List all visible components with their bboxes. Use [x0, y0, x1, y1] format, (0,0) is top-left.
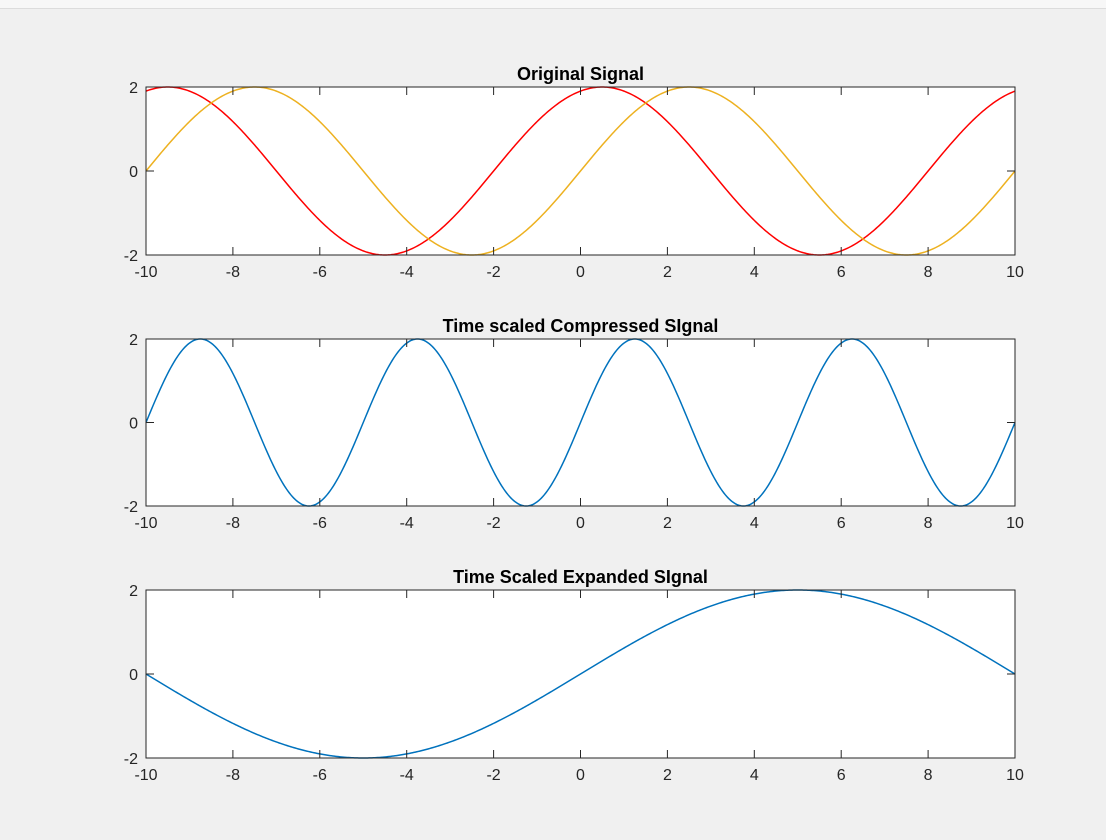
x-tick-label: 0	[576, 515, 585, 532]
y-tick-label: 2	[129, 583, 138, 600]
x-tick-label: -4	[400, 264, 414, 281]
y-tick-label: 0	[129, 667, 138, 684]
x-tick-label: 6	[837, 515, 846, 532]
x-tick-label: -8	[226, 264, 240, 281]
x-tick-label: -6	[313, 767, 327, 784]
x-tick-label: 2	[663, 515, 672, 532]
x-tick-label: -2	[486, 264, 500, 281]
subplot-title: Time scaled Compressed SIgnal	[443, 316, 719, 336]
y-tick-label: -2	[124, 751, 138, 768]
x-tick-label: 6	[837, 264, 846, 281]
x-tick-label: 0	[576, 767, 585, 784]
x-tick-label: -2	[486, 515, 500, 532]
x-tick-label: 8	[924, 767, 933, 784]
x-tick-label: -6	[313, 515, 327, 532]
x-tick-label: -8	[226, 767, 240, 784]
subplot-title: Original Signal	[517, 64, 644, 84]
series-line-yellow	[145, 86, 1016, 256]
x-tick-label: -4	[400, 515, 414, 532]
y-tick-label: 0	[129, 416, 138, 433]
window-top-border	[0, 0, 1106, 9]
subplot-title: Time Scaled Expanded SIgnal	[453, 567, 708, 587]
x-tick-label: -8	[226, 515, 240, 532]
x-tick-label: -2	[486, 767, 500, 784]
y-tick-label: 2	[129, 332, 138, 349]
x-tick-label: 0	[576, 264, 585, 281]
subplot-1: -10 -8 -6 -4 -2 0 2 4 6 8 10 -2 0 2 Original Signal	[124, 64, 1024, 281]
x-tick-label: -6	[313, 264, 327, 281]
x-tick-label: 8	[924, 264, 933, 281]
x-tick-label: 6	[837, 767, 846, 784]
series-line-blue	[145, 338, 1016, 507]
x-tick-label: -4	[400, 767, 414, 784]
x-tick-label: 4	[750, 264, 759, 281]
x-tick-label: 2	[663, 767, 672, 784]
y-tick-label: -2	[124, 248, 138, 265]
x-tick-label: 10	[1006, 515, 1024, 532]
x-tick-label: 10	[1006, 767, 1024, 784]
x-tick-label: 4	[750, 515, 759, 532]
x-tick-label: -10	[134, 767, 157, 784]
x-tick-label: 4	[750, 767, 759, 784]
x-tick-label: 2	[663, 264, 672, 281]
y-tick-label: -2	[124, 499, 138, 516]
y-tick-label: 2	[129, 80, 138, 97]
x-tick-label: -10	[134, 515, 157, 532]
series-line-blue	[145, 589, 1016, 759]
y-tick-label: 0	[129, 164, 138, 181]
subplot-2: -10 -8 -6 -4 -2 0 2 4 6 8 10 -2 0 2 Time scaled Compre…	[124, 316, 1024, 532]
x-tick-label: 10	[1006, 264, 1024, 281]
x-tick-label: 8	[924, 515, 933, 532]
x-tick-label: -10	[134, 264, 157, 281]
subplot-3: -10 -8 -6 -4 -2 0 2 4 6 8 10 -2 0 2 Time Scaled Expand…	[124, 567, 1024, 784]
